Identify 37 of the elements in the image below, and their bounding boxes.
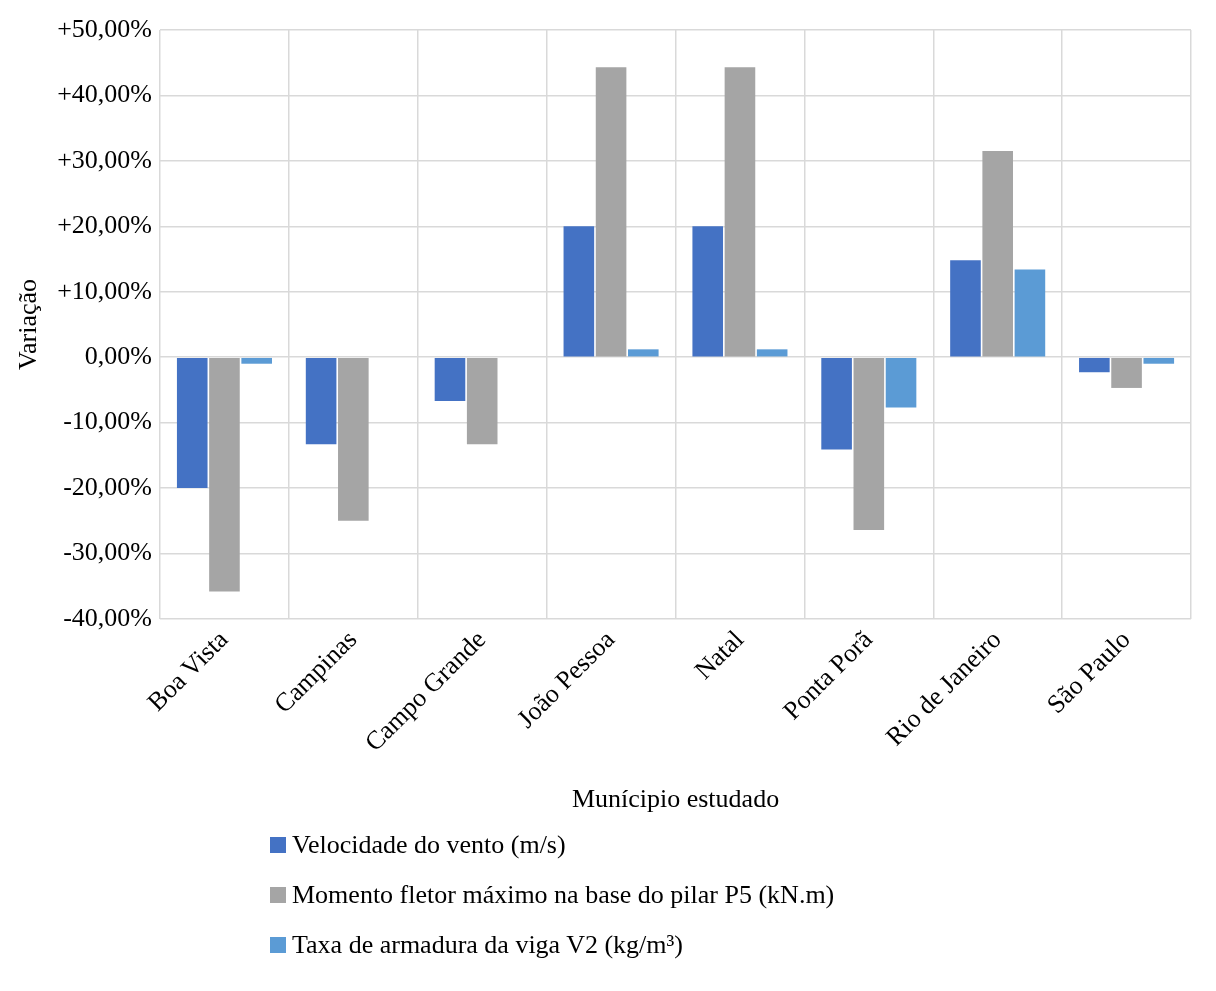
- bar: [1143, 357, 1175, 364]
- bar: [563, 226, 595, 357]
- y-tick-label: -40,00%: [63, 602, 153, 632]
- bar: [595, 67, 627, 357]
- bar: [724, 67, 756, 357]
- y-tick-label: +40,00%: [57, 79, 153, 109]
- y-tick-label: -20,00%: [63, 471, 153, 501]
- bar: [853, 357, 885, 530]
- y-tick-label: 0,00%: [84, 341, 153, 371]
- bar: [982, 151, 1013, 357]
- y-tick-label: -30,00%: [63, 537, 153, 567]
- y-tick-label: +50,00%: [57, 13, 153, 43]
- bar: [338, 357, 369, 521]
- legend-label: Velocidade do vento (m/s): [292, 830, 566, 860]
- legend-label: Momento fletor máximo na base do pilar P5 (kN.m): [292, 880, 835, 910]
- x-axis-title: Munícipio estudado: [571, 784, 780, 814]
- bar: [627, 349, 659, 357]
- y-tick-label: +10,00%: [57, 275, 153, 305]
- bar: [176, 357, 208, 489]
- y-tick-label: +30,00%: [57, 144, 153, 174]
- bar: [821, 357, 852, 450]
- bar: [756, 349, 788, 357]
- y-tick-label: +20,00%: [57, 210, 153, 240]
- bar: [209, 357, 240, 592]
- bar: [885, 357, 917, 408]
- bar: [305, 357, 337, 445]
- legend-label: Taxa de armadura da viga V2 (kg/m³): [292, 930, 684, 960]
- bar: [1014, 269, 1046, 357]
- bar: [1079, 357, 1110, 373]
- bar: [1111, 357, 1142, 388]
- y-tick-label: -10,00%: [63, 406, 153, 436]
- bar: [950, 260, 981, 357]
- bar: [434, 357, 466, 402]
- y-axis-title: Variação: [13, 279, 43, 370]
- bar: [692, 226, 724, 357]
- bar: [466, 357, 498, 445]
- bar: [241, 357, 272, 364]
